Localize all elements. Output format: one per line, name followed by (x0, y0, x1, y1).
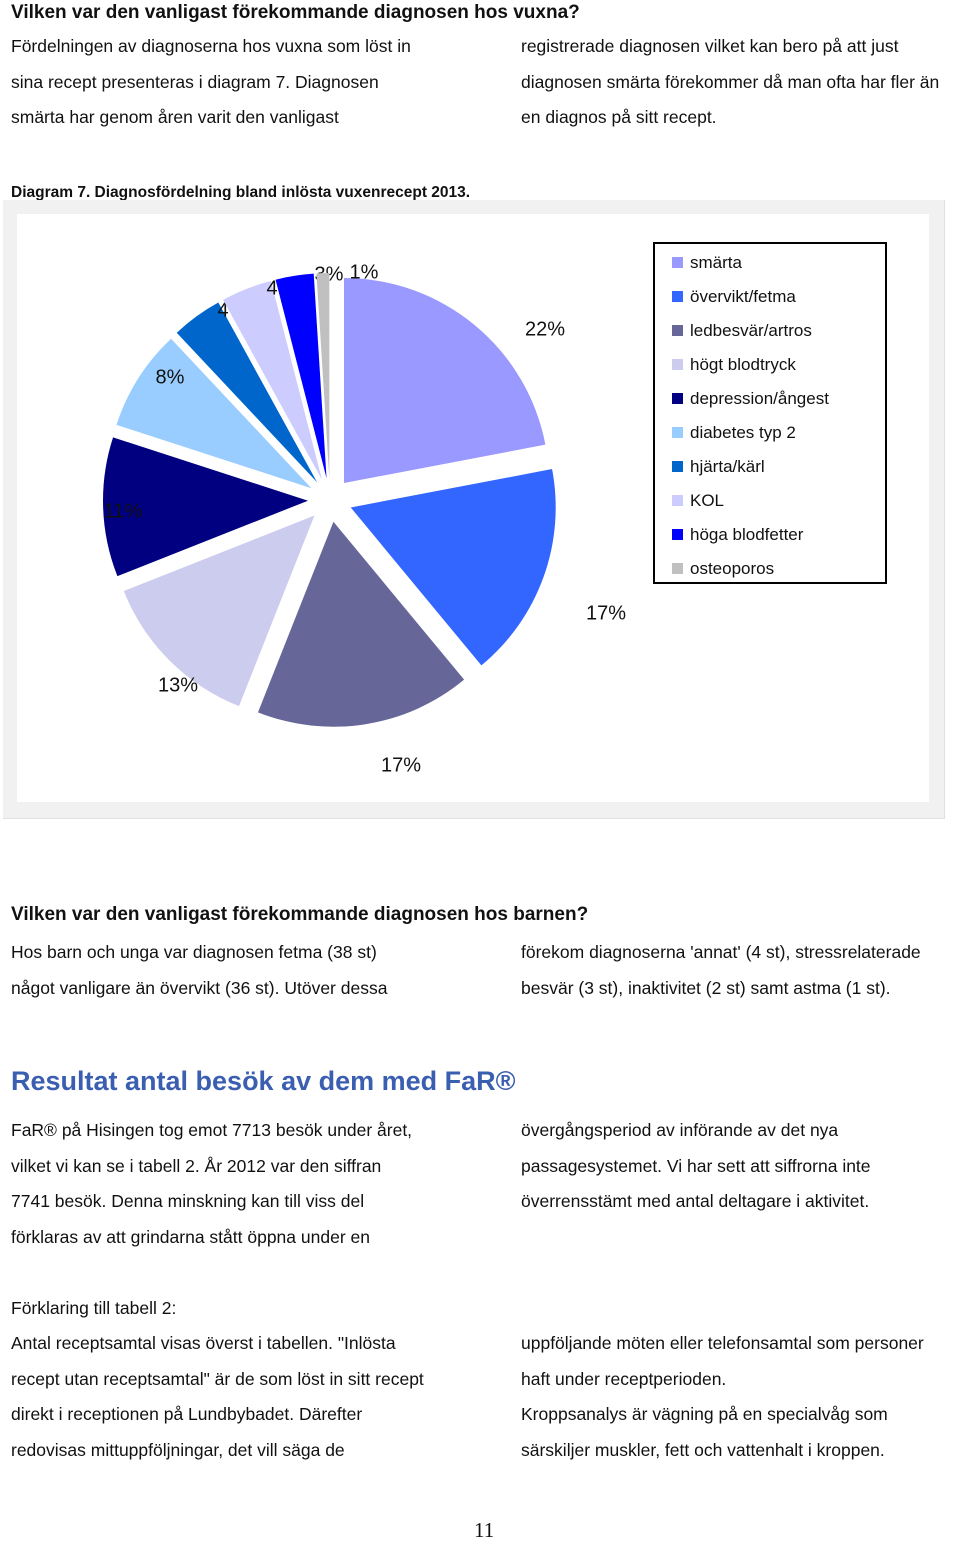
text-line: diagnosen smärta förekommer då man ofta … (521, 71, 940, 92)
legend-swatch (672, 359, 683, 370)
text-line: recept utan receptsamtal" är de som löst… (11, 1368, 424, 1389)
text-line: registrerade diagnosen vilket kan bero p… (521, 36, 899, 56)
text-line: smärta har genom åren varit den vanligas… (11, 107, 339, 127)
text-line: uppföljande möten eller telefonsamtal so… (521, 1333, 924, 1353)
text-line: övergångsperiod av införande av det nya (521, 1120, 839, 1140)
legend-label: övervikt/fetma (690, 287, 796, 306)
pie-slice-högt-blodtryck (123, 515, 315, 707)
legend-label: depression/ångest (690, 389, 829, 408)
legend-item: övervikt/fetma (672, 286, 796, 308)
legend-item: ledbesvär/artros (672, 320, 812, 342)
pie-slice-höga-blodfetter (275, 273, 327, 479)
legend-item: höga blodfetter (672, 524, 804, 546)
legend-item: hjärta/kärl (672, 456, 765, 478)
section-heading-adults: Vilken var den vanligast förekommande di… (11, 2, 580, 23)
text-line: Antal receptsamtal visas överst i tabell… (11, 1333, 396, 1353)
legend-swatch (672, 427, 683, 438)
legend-swatch (672, 461, 683, 472)
text-line: vilket vi kan se i tabell 2. År 2012 var… (11, 1155, 382, 1176)
pie-slice-depression-ångest (103, 437, 309, 577)
pie-slice-diabetes-typ-2 (116, 338, 312, 489)
pie-slice-övervikt-fetma (350, 469, 556, 666)
section1-left-column: Fördelningen av diagnoserna hos vuxna so… (11, 29, 481, 136)
legend-item: diabetes typ 2 (672, 422, 796, 444)
text-line: Kroppsanalys är vägning på en specialvåg… (521, 1404, 888, 1424)
legend-label: osteoporos (690, 559, 775, 578)
text-line: direkt i receptionen på Lundbybadet. Där… (11, 1404, 363, 1424)
pie-data-label: 1% (350, 261, 379, 283)
chart-caption: Diagram 7. Diagnosfördelning bland inlös… (11, 184, 471, 201)
section2-left-column: Hos barn och unga var diagnosen fetma (3… (11, 935, 481, 1006)
text-line: besvär (3 st), inaktivitet (2 st) samt a… (521, 977, 891, 998)
legend-item: osteoporos (672, 558, 775, 580)
section4-right-column: uppföljande möten eller telefonsamtal so… (521, 1326, 960, 1468)
legend-swatch (672, 257, 683, 268)
text-line: sina recept presenteras i diagram 7. Dia… (11, 71, 379, 92)
section3-left-column: FaR® på Hisingen tog emot 7713 besök und… (11, 1113, 481, 1255)
pie-data-label: 13% (158, 674, 198, 696)
text-line: överrensstämt med antal deltagare i akti… (521, 1191, 870, 1211)
page-number: 11 (474, 1518, 495, 1542)
section-title-far-visits: Resultat antal besök av dem med FaR® (11, 1066, 516, 1096)
chart-legend: smärta övervikt/fetma ledbesvär/artros högt… (653, 242, 887, 584)
legend-label: högt blodtryck (690, 355, 796, 374)
text-line: förekom diagnoserna 'annat' (4 st), stre… (521, 942, 921, 962)
text-line: 7741 besök. Denna minskning kan till vis… (11, 1191, 365, 1211)
pie-data-label: 11% (104, 500, 143, 522)
text-line: något vanligare än övervikt (36 st). Utö… (11, 977, 388, 998)
legend-swatch (672, 291, 683, 302)
pie-slice-smärta (344, 278, 546, 484)
text-line: förklaras av att grindarna stått öppna u… (11, 1226, 370, 1247)
section3-right-column: övergångsperiod av införande av det nya … (521, 1113, 960, 1220)
pie-slice-hjärta-kärl (176, 302, 318, 483)
pie-data-label: 22% (525, 318, 565, 340)
pie-data-label: 8% (156, 366, 185, 388)
pie-slice-ledbesvär-artros (257, 521, 465, 727)
pie-chart: 22%17%17%13%11%8%4%4%3%1% (103, 261, 626, 776)
legend-item: smärta (672, 252, 742, 274)
text-line: Fördelningen av diagnoserna hos vuxna so… (11, 36, 411, 56)
legend-swatch (672, 325, 683, 336)
legend-swatch (672, 495, 683, 506)
pie-slice-kol (223, 280, 322, 480)
text-line: redovisas mittuppföljningar, det vill sä… (11, 1439, 345, 1460)
legend-label: höga blodfetter (690, 525, 804, 544)
legend-swatch (672, 393, 683, 404)
legend-label: ledbesvär/artros (690, 321, 812, 340)
legend-label: hjärta/kärl (690, 457, 765, 476)
section2-right-column: förekom diagnoserna 'annat' (4 st), stre… (521, 935, 960, 1006)
text-line: haft under receptperioden. (521, 1368, 727, 1389)
legend-label: KOL (690, 491, 725, 510)
section-heading-children: Vilken var den vanligast förekommande di… (11, 904, 589, 925)
section1-right-column: registrerade diagnosen vilket kan bero p… (521, 29, 960, 136)
text-line: Hos barn och unga var diagnosen fetma (3… (11, 942, 377, 962)
section4-left-column: Antal receptsamtal visas överst i tabell… (11, 1326, 481, 1468)
legend-item: högt blodtryck (672, 354, 796, 376)
pie-slice-osteoporos (316, 273, 330, 479)
pie-data-label: 17% (381, 754, 421, 776)
pie-data-label: 17% (586, 602, 626, 624)
legend-item: KOL (672, 490, 725, 512)
legend-label: diabetes typ 2 (690, 423, 796, 442)
legend-swatch (672, 563, 683, 574)
legend-item: depression/ångest (672, 388, 829, 410)
legend-swatch (672, 529, 683, 540)
text-line: passagesystemet. Vi har sett att siffror… (521, 1155, 871, 1176)
text-line: FaR® på Hisingen tog emot 7713 besök und… (11, 1120, 413, 1140)
text-line: särskiljer muskler, fett och vattenhalt … (521, 1439, 885, 1460)
legend-label: smärta (690, 253, 742, 272)
section-heading-table-explanation: Förklaring till tabell 2: (11, 1298, 177, 1318)
text-line: en diagnos på sitt recept. (521, 107, 717, 127)
